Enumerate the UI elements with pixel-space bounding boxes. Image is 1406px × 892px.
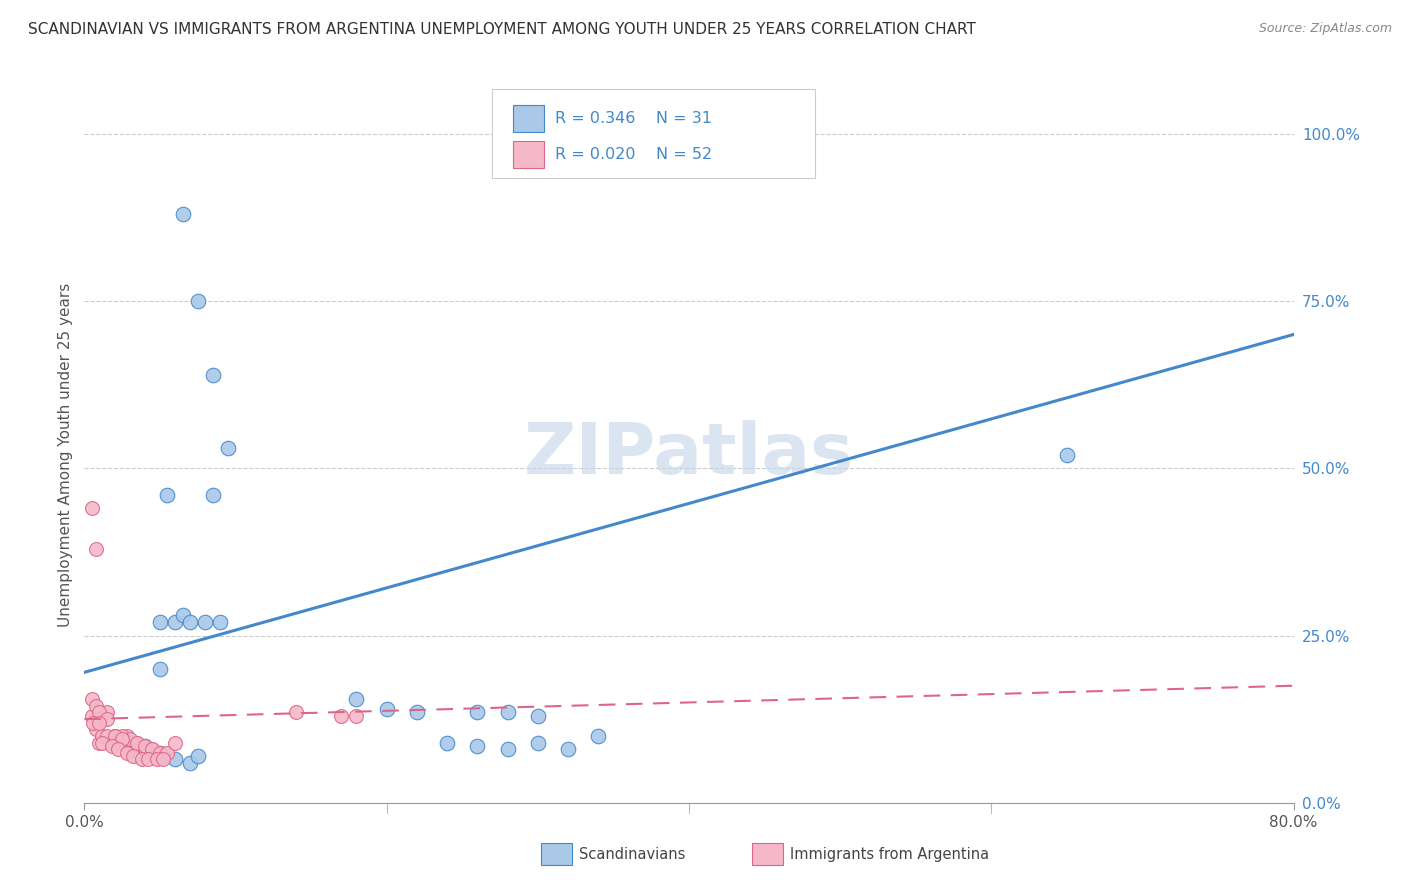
Point [107, 735, 129, 749]
Point [152, 749, 174, 764]
Point [107, 742, 129, 756]
Point [111, 732, 134, 747]
Point [134, 739, 156, 753]
Point [82, 715, 104, 730]
Point [96, 712, 118, 726]
Point [163, 752, 186, 766]
Point [91, 729, 114, 743]
Point [375, 702, 398, 716]
Point [149, 662, 172, 676]
Point [346, 708, 368, 723]
Point [121, 749, 143, 764]
Point [121, 739, 143, 753]
Point [201, 368, 224, 382]
Point [96, 706, 118, 720]
Text: ZIPatlas: ZIPatlas [524, 420, 853, 490]
Point [131, 739, 153, 753]
Point [179, 615, 201, 630]
Point [134, 739, 156, 753]
Point [141, 742, 163, 756]
Point [104, 729, 127, 743]
Point [496, 742, 519, 756]
Point [284, 706, 308, 720]
Text: Source: ZipAtlas.com: Source: ZipAtlas.com [1258, 22, 1392, 36]
Text: SCANDINAVIAN VS IMMIGRANTS FROM ARGENTINA UNEMPLOYMENT AMONG YOUTH UNDER 25 YEAR: SCANDINAVIAN VS IMMIGRANTS FROM ARGENTIN… [28, 22, 976, 37]
Point [526, 708, 548, 723]
Point [86, 541, 108, 556]
Point [100, 735, 122, 749]
Point [100, 739, 122, 753]
Point [201, 488, 224, 502]
Point [149, 746, 172, 760]
Point [163, 735, 186, 749]
Point [1056, 448, 1078, 462]
Text: R = 0.346    N = 31: R = 0.346 N = 31 [555, 112, 713, 126]
Point [209, 615, 232, 630]
Point [156, 746, 179, 760]
Point [80, 692, 103, 706]
Point [127, 735, 149, 749]
Point [115, 729, 138, 743]
Point [467, 706, 489, 720]
Point [80, 501, 103, 516]
Point [172, 207, 194, 221]
Text: Immigrants from Argentina: Immigrants from Argentina [790, 847, 990, 862]
Point [149, 615, 172, 630]
Point [89, 715, 111, 730]
Point [96, 729, 118, 743]
Point [467, 739, 489, 753]
Point [111, 732, 134, 747]
Point [104, 729, 127, 743]
Point [89, 706, 111, 720]
Point [526, 735, 548, 749]
Point [146, 752, 169, 766]
Point [217, 442, 239, 456]
Point [172, 608, 194, 623]
Point [115, 746, 138, 760]
Point [194, 615, 217, 630]
Point [86, 698, 108, 713]
Point [91, 735, 114, 749]
Point [436, 735, 458, 749]
Point [80, 708, 103, 723]
Point [141, 742, 163, 756]
Y-axis label: Unemployment Among Youth under 25 years: Unemployment Among Youth under 25 years [58, 283, 73, 627]
Point [111, 729, 134, 743]
Point [136, 752, 159, 766]
Point [86, 723, 108, 737]
Point [104, 729, 127, 743]
Point [588, 729, 610, 743]
Point [149, 746, 172, 760]
Point [136, 746, 159, 760]
Text: Scandinavians: Scandinavians [579, 847, 686, 862]
Point [118, 732, 141, 747]
Point [346, 692, 368, 706]
Point [496, 706, 519, 720]
Point [187, 749, 209, 764]
Point [179, 756, 201, 770]
Point [152, 752, 174, 766]
Point [557, 742, 579, 756]
Point [131, 752, 153, 766]
Point [163, 615, 186, 630]
Point [134, 742, 156, 756]
Point [118, 735, 141, 749]
Point [187, 294, 209, 309]
Point [89, 735, 111, 749]
Point [330, 708, 353, 723]
Point [146, 746, 169, 760]
Point [127, 735, 149, 749]
Point [406, 706, 429, 720]
Point [156, 488, 179, 502]
Point [149, 746, 172, 760]
Text: R = 0.020    N = 52: R = 0.020 N = 52 [555, 147, 713, 161]
